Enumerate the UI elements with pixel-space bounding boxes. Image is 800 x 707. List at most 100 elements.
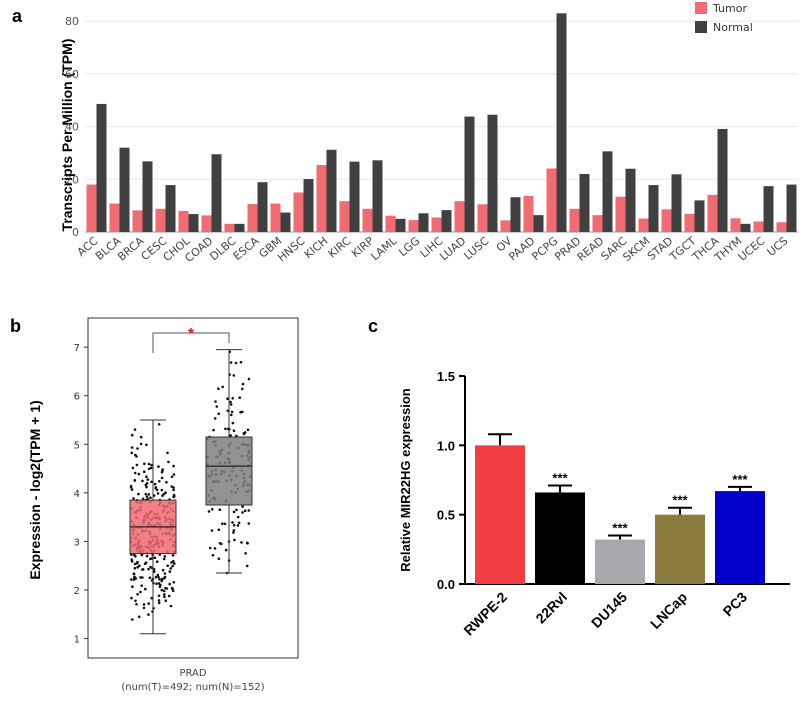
bar-normal-ov <box>510 197 521 232</box>
bar-normal-laml <box>395 218 406 232</box>
data-point-normal <box>244 552 247 555</box>
data-point-tumor <box>141 568 145 571</box>
data-point-normal <box>230 413 233 417</box>
data-point-normal <box>221 385 224 389</box>
data-point-tumor <box>162 557 166 561</box>
data-point-normal <box>241 505 244 508</box>
panel-b-y-axis-label: Expression - log2(TPM + 1) <box>27 400 43 579</box>
x-tick-label: ESCA <box>231 234 262 263</box>
panel-b-letter: b <box>10 316 21 336</box>
x-tick-label: READ <box>575 234 607 264</box>
data-point-tumor <box>169 604 173 608</box>
data-point-tumor <box>172 488 175 492</box>
data-point-tumor <box>169 567 173 570</box>
data-point-tumor <box>133 562 137 566</box>
data-point-tumor <box>153 556 157 560</box>
data-point-normal <box>232 374 236 377</box>
data-point-normal <box>245 541 249 545</box>
bar-rwpe-2 <box>475 445 525 584</box>
y-tick-label: 0.0 <box>437 577 455 592</box>
bar-tumor-kich <box>316 165 327 232</box>
data-point-normal <box>231 397 234 400</box>
data-point-tumor <box>148 576 152 579</box>
legend-tumor-swatch <box>695 2 707 14</box>
y-tick-label: 3 <box>74 537 80 548</box>
data-point-tumor <box>147 613 150 616</box>
data-point-tumor <box>171 564 174 568</box>
data-point-tumor <box>133 471 137 475</box>
data-point-tumor <box>164 586 167 590</box>
data-point-tumor <box>144 492 148 496</box>
x-tick-label: UCEC <box>736 234 768 264</box>
data-point-tumor <box>147 567 150 571</box>
data-point-normal <box>210 529 214 532</box>
legend-tumor-label: Tumor <box>712 2 747 15</box>
data-point-tumor <box>145 485 148 489</box>
bar-tumor-prad <box>569 208 580 232</box>
data-point-tumor <box>170 561 173 564</box>
data-point-normal <box>213 547 217 550</box>
data-point-tumor <box>135 603 138 606</box>
significance-annotation: *** <box>612 520 628 535</box>
data-point-normal <box>232 510 236 514</box>
data-point-tumor <box>170 475 174 479</box>
data-point-normal <box>243 431 247 434</box>
data-point-tumor <box>131 585 134 588</box>
y-tick-label: 1.0 <box>437 438 455 453</box>
data-point-normal <box>210 508 214 511</box>
data-point-tumor <box>133 428 137 431</box>
bar-tumor-dlbc <box>224 223 235 232</box>
x-tick-label: LUSC <box>461 234 491 262</box>
data-point-tumor <box>130 446 134 449</box>
bar-normal-hnsc <box>303 179 314 232</box>
bar-tumor-hnsc <box>293 192 304 232</box>
data-point-tumor <box>170 485 173 488</box>
data-point-tumor <box>166 564 169 567</box>
data-point-tumor <box>142 603 146 606</box>
data-point-tumor <box>167 460 170 464</box>
bar-tumor-lihc <box>431 217 442 232</box>
bar-normal-read <box>602 151 613 232</box>
data-point-tumor <box>136 593 139 596</box>
x-tick-label: DU145 <box>588 589 630 631</box>
data-point-tumor <box>130 596 133 600</box>
panel-a-letter: a <box>12 6 23 26</box>
data-point-normal <box>238 396 241 400</box>
data-point-normal <box>211 553 215 557</box>
bar-tumor-ov <box>500 220 511 232</box>
data-point-tumor <box>172 559 175 563</box>
bar-tumor-brca <box>132 210 143 232</box>
x-tick-label: LAML <box>368 234 400 263</box>
data-point-normal <box>224 548 228 552</box>
data-point-tumor <box>172 581 176 584</box>
data-point-normal <box>212 428 215 432</box>
y-tick-label: 60 <box>65 68 79 81</box>
bar-normal-ucec <box>763 186 774 232</box>
y-tick-label: 5 <box>74 440 80 451</box>
significance-marker: * <box>188 326 195 343</box>
data-point-tumor <box>172 486 175 489</box>
data-point-normal <box>239 360 243 364</box>
bar-tumor-pcpg <box>546 168 557 232</box>
bar-tumor-thca <box>707 194 718 232</box>
data-point-tumor <box>150 463 153 467</box>
data-point-tumor <box>162 492 166 496</box>
data-point-tumor <box>133 479 136 482</box>
data-point-tumor <box>145 482 149 485</box>
data-point-normal <box>236 515 240 519</box>
data-point-tumor <box>157 601 161 605</box>
box-normal <box>205 436 253 506</box>
panel-b-frame <box>87 317 299 659</box>
data-point-normal <box>241 511 244 514</box>
data-point-normal <box>235 508 238 512</box>
panel-b-box-plot: Expression - log2(TPM + 1) 1 2 3 4 5 6 7 * PRA… <box>27 317 299 693</box>
significance-annotation: *** <box>552 471 568 486</box>
data-point-tumor <box>146 478 150 481</box>
data-point-normal <box>230 410 234 414</box>
data-point-tumor <box>139 590 142 594</box>
bar-tumor-kirp <box>362 208 373 232</box>
x-tick-label: KICH <box>302 234 331 261</box>
data-point-tumor <box>157 594 161 598</box>
bar-normal-coad <box>211 154 222 232</box>
